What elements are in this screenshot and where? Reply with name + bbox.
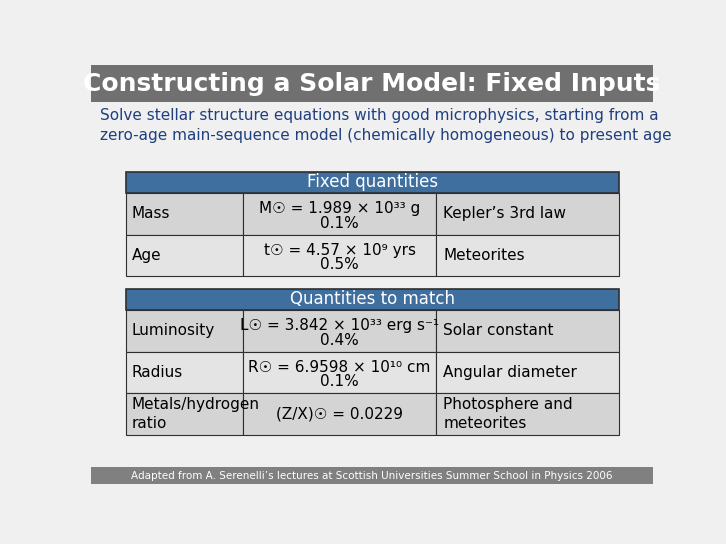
Bar [91, 65, 653, 102]
Bar [436, 234, 619, 276]
Bar [243, 193, 436, 234]
Bar [126, 288, 619, 310]
Bar [126, 193, 243, 234]
Text: Solve stellar structure equations with good microphysics, starting from a
zero-a: Solve stellar structure equations with g… [100, 108, 672, 143]
Text: M☉ = 1.989 × 10³³ g: M☉ = 1.989 × 10³³ g [259, 201, 420, 216]
Bar [126, 352, 243, 393]
Text: Photosphere and
meteorites: Photosphere and meteorites [444, 397, 573, 431]
Text: Meteorites: Meteorites [444, 248, 525, 263]
Text: Solar constant: Solar constant [444, 324, 554, 338]
Text: Fixed quantities: Fixed quantities [306, 174, 438, 191]
Text: Luminosity: Luminosity [132, 324, 215, 338]
Text: Radius: Radius [132, 365, 183, 380]
Bar [243, 234, 436, 276]
Bar [126, 171, 619, 193]
Bar [436, 352, 619, 393]
Text: R☉ = 6.9598 × 10¹⁰ cm: R☉ = 6.9598 × 10¹⁰ cm [248, 360, 431, 375]
Text: Age: Age [132, 248, 161, 263]
Bar [126, 310, 243, 352]
Bar [126, 234, 243, 276]
Text: 0.4%: 0.4% [320, 332, 359, 348]
Text: Constructing a Solar Model: Fixed Inputs: Constructing a Solar Model: Fixed Inputs [83, 72, 661, 96]
Bar [126, 393, 243, 435]
Bar [243, 310, 436, 352]
Text: L☉ = 3.842 × 10³³ erg s⁻¹: L☉ = 3.842 × 10³³ erg s⁻¹ [240, 318, 439, 333]
Text: Mass: Mass [132, 206, 171, 221]
Text: (Z/X)☉ = 0.0229: (Z/X)☉ = 0.0229 [276, 406, 403, 422]
Bar [243, 393, 436, 435]
Text: 0.5%: 0.5% [320, 257, 359, 272]
Text: Kepler’s 3rd law: Kepler’s 3rd law [444, 206, 566, 221]
Bar [243, 352, 436, 393]
Bar [436, 393, 619, 435]
Text: Angular diameter: Angular diameter [444, 365, 577, 380]
Text: Metals/hydrogen
ratio: Metals/hydrogen ratio [132, 397, 260, 431]
Text: Adapted from A. Serenelli’s lectures at Scottish Universities Summer School in P: Adapted from A. Serenelli’s lectures at … [131, 471, 613, 481]
Text: 0.1%: 0.1% [320, 374, 359, 389]
Text: t☉ = 4.57 × 10⁹ yrs: t☉ = 4.57 × 10⁹ yrs [264, 243, 415, 257]
Text: Quantities to match: Quantities to match [290, 290, 454, 308]
Bar [436, 310, 619, 352]
Bar [91, 467, 653, 484]
Text: 0.1%: 0.1% [320, 215, 359, 231]
Bar [436, 193, 619, 234]
